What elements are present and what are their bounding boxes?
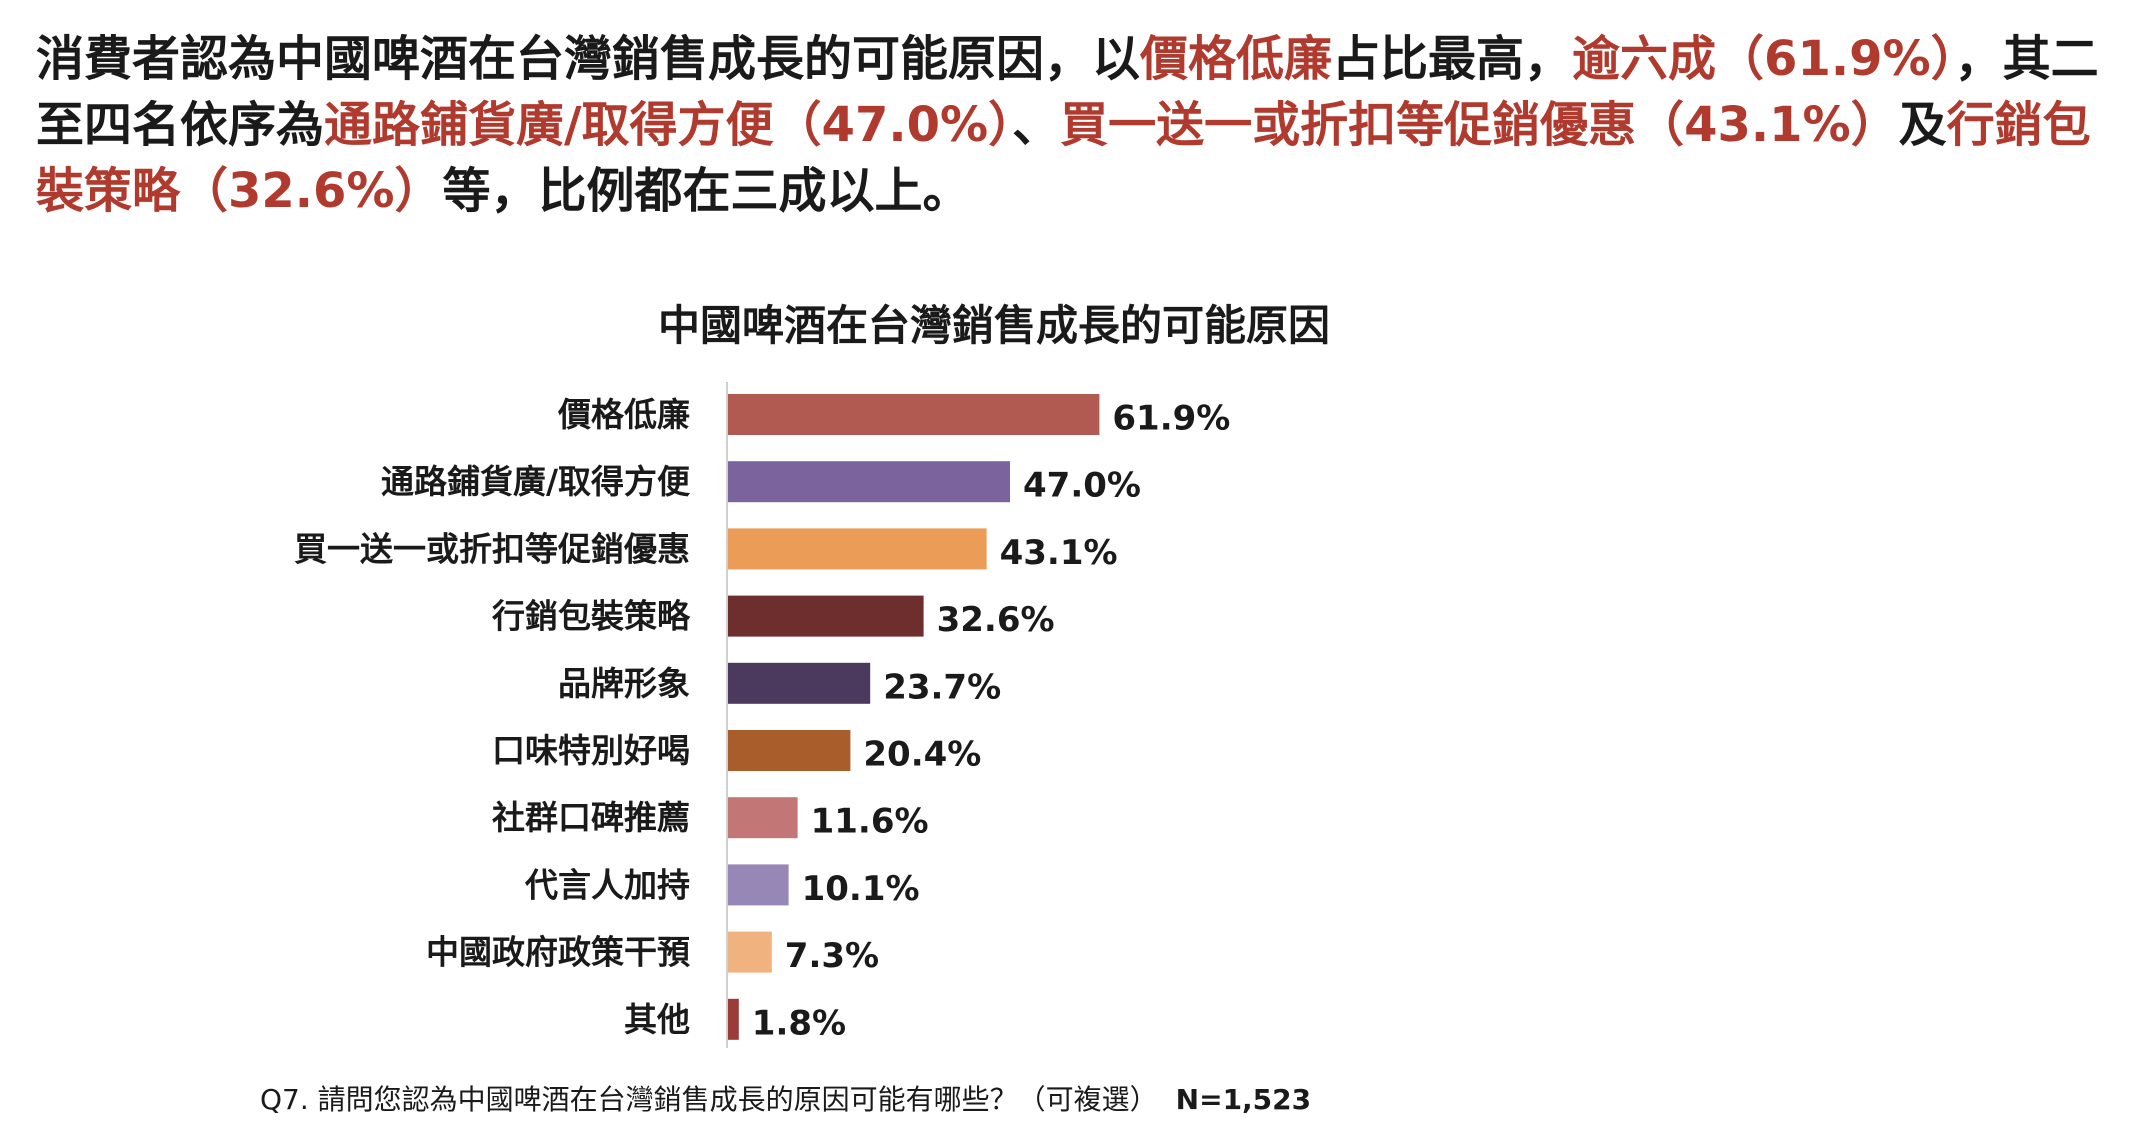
summary-highlight: 買一送一或折扣等促銷優惠（43.1%） bbox=[1060, 97, 1899, 153]
category-label: 通路鋪貨廣/取得方便 bbox=[381, 462, 691, 501]
summary-highlight: 價格低廉 bbox=[1140, 31, 1333, 87]
data-label: 7.3% bbox=[785, 936, 879, 976]
category-label: 代言人加持 bbox=[524, 865, 690, 904]
data-label: 47.0% bbox=[1023, 466, 1141, 506]
summary-segment: 占比最高， bbox=[1332, 31, 1573, 87]
footnote-question: Q7. 請問您認為中國啤酒在台灣銷售成長的原因可能有哪些？（可複選） bbox=[260, 1083, 1158, 1116]
bar bbox=[728, 797, 798, 839]
data-label: 10.1% bbox=[802, 869, 920, 909]
category-label: 買一送一或折扣等促銷優惠 bbox=[294, 529, 690, 568]
footnote: Q7. 請問您認為中國啤酒在台灣銷售成長的原因可能有哪些？（可複選） N=1,52… bbox=[260, 1078, 1311, 1118]
bar bbox=[728, 528, 987, 570]
summary-highlight: 逾六成（61.9%） bbox=[1572, 31, 1955, 87]
bar bbox=[728, 595, 924, 637]
category-label: 中國政府政策干預 bbox=[426, 933, 691, 972]
bar bbox=[728, 864, 789, 906]
summary-text: 消費者認為中國啤酒在台灣銷售成長的可能原因，以價格低廉占比最高，逾六成（61.9… bbox=[36, 26, 2106, 224]
data-label: 20.4% bbox=[863, 735, 981, 775]
data-label: 32.6% bbox=[937, 600, 1055, 640]
category-label: 價格低廉 bbox=[557, 395, 690, 434]
summary-segment: 及 bbox=[1898, 97, 1947, 153]
bar bbox=[728, 931, 772, 973]
data-label: 61.9% bbox=[1112, 399, 1230, 439]
bar bbox=[728, 662, 871, 704]
data-label: 1.8% bbox=[752, 1003, 846, 1043]
chart-title: 中國啤酒在台灣銷售成長的可能原因 bbox=[657, 301, 1330, 350]
summary-segment: ，其二至四名依序為 bbox=[36, 31, 2099, 153]
summary-segment: 等，比例都在三成以上。 bbox=[442, 163, 971, 219]
sample-size: N=1,523 bbox=[1175, 1083, 1312, 1116]
bar bbox=[728, 461, 1010, 503]
bar bbox=[728, 730, 851, 771]
category-label: 社群口碑推薦 bbox=[492, 798, 690, 837]
category-label: 其他 bbox=[624, 1000, 690, 1039]
bar bbox=[728, 394, 1100, 435]
category-label: 品牌形象 bbox=[558, 664, 690, 703]
category-label: 口味特別好喝 bbox=[492, 731, 690, 770]
category-label: 行銷包裝策略 bbox=[491, 597, 691, 636]
summary-segment: 消費者認為中國啤酒在台灣銷售成長的可能原因，以 bbox=[36, 31, 1141, 87]
summary-segment: 、 bbox=[1012, 97, 1061, 153]
data-label: 43.1% bbox=[1000, 533, 1118, 573]
data-label: 11.6% bbox=[811, 802, 929, 842]
data-label: 23.7% bbox=[883, 667, 1001, 707]
bar bbox=[728, 998, 739, 1040]
summary-highlight: 通路鋪貨廣/取得方便（47.0%） bbox=[324, 97, 1013, 153]
summary-highlight: 行銷包裝策略（32.6%） bbox=[36, 97, 2091, 219]
